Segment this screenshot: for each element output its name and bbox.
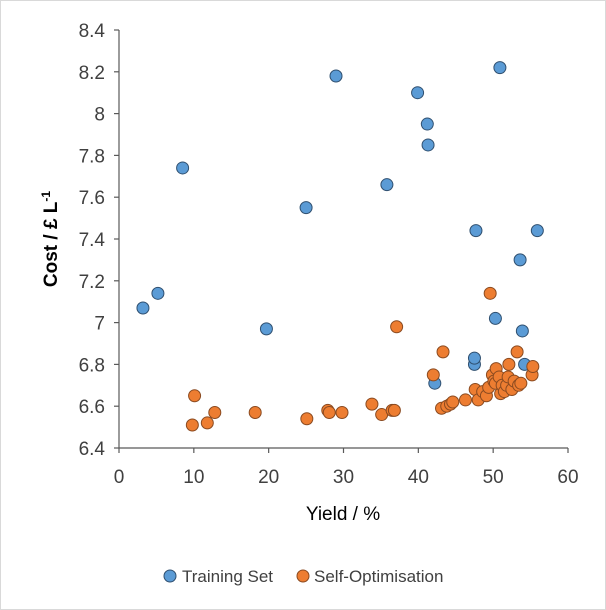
self-optimisation-point [188, 389, 202, 403]
self-optimisation-point [436, 345, 450, 359]
self-optimisation-point [526, 359, 540, 373]
x-tick-label: 30 [333, 467, 354, 488]
y-tick-labels: 6.4 6.6 6.8 7 7.2 7.4 7.6 7.8 8 8.2 8.4 [79, 21, 106, 460]
training-set-point [176, 161, 190, 175]
self-optimisation-point [387, 403, 401, 417]
training-set-point [329, 69, 343, 83]
training-set-point [488, 311, 502, 325]
training-set-point [420, 117, 434, 131]
x-tick-label: 40 [408, 467, 429, 488]
legend-marker-self-optimisation [296, 569, 310, 583]
self-optimisation-point [390, 320, 404, 334]
legend: Training Set Self-Optimisation [163, 567, 443, 586]
x-tick-label: 0 [114, 467, 125, 488]
self-optimisation-point [248, 405, 262, 419]
self-optimisation-point [200, 416, 214, 430]
y-tick-label: 8.4 [79, 21, 106, 42]
training-set-point [530, 224, 544, 238]
y-tick-label: 7.2 [79, 272, 105, 293]
self-optimisation-point [446, 395, 460, 409]
training-set-point [469, 224, 483, 238]
training-set-point [467, 351, 481, 365]
training-set-point [259, 322, 273, 336]
self-optimisation-point [502, 357, 516, 371]
self-optimisation-point [483, 286, 497, 300]
training-set-point [513, 253, 527, 267]
data-points [136, 61, 544, 432]
x-tick-label: 10 [183, 467, 204, 488]
x-axis-label: Yield / % [306, 504, 380, 525]
y-tick-label: 6.6 [79, 397, 105, 418]
self-optimisation-point [185, 418, 199, 432]
legend-label-training-set: Training Set [182, 567, 273, 586]
self-optimisation-point [458, 393, 472, 407]
x-tick-label: 60 [557, 467, 578, 488]
training-set-point [515, 324, 529, 338]
x-tick-label: 20 [258, 467, 279, 488]
training-set-point [421, 138, 435, 152]
training-set-point [299, 201, 313, 215]
self-optimisation-point [510, 345, 524, 359]
training-set-point [493, 61, 507, 75]
training-set-point [151, 286, 165, 300]
self-optimisation-point [335, 405, 349, 419]
y-tick-label: 6.4 [79, 439, 106, 460]
y-tick-label: 7 [94, 314, 105, 335]
training-set-point [136, 301, 150, 315]
tick-marks [114, 29, 569, 453]
y-tick-label: 6.8 [79, 355, 105, 376]
legend-marker-training-set [163, 569, 177, 583]
y-axis-label-main: Cost / £ L [41, 201, 62, 287]
self-optimisation-point [514, 376, 528, 390]
self-optimisation-point [365, 397, 379, 411]
x-tick-label: 50 [483, 467, 504, 488]
y-axis-label-superscript: -1 [39, 191, 53, 202]
self-optimisation-point [322, 405, 336, 419]
y-tick-label: 7.4 [79, 230, 106, 251]
training-set-point [411, 86, 425, 100]
self-optimisation-point [208, 405, 222, 419]
training-set-point [380, 178, 394, 192]
y-tick-label: 8 [94, 105, 105, 126]
y-tick-label: 7.8 [79, 146, 105, 167]
legend-label-self-optimisation: Self-Optimisation [314, 567, 443, 586]
y-tick-label: 8.2 [79, 63, 105, 84]
y-axis-label: Cost / £ L-1 [39, 191, 62, 288]
y-tick-label: 7.6 [79, 188, 105, 209]
self-optimisation-point [426, 368, 440, 382]
self-optimisation-point [300, 412, 314, 426]
x-tick-labels: 0 10 20 30 40 50 60 [114, 467, 579, 488]
